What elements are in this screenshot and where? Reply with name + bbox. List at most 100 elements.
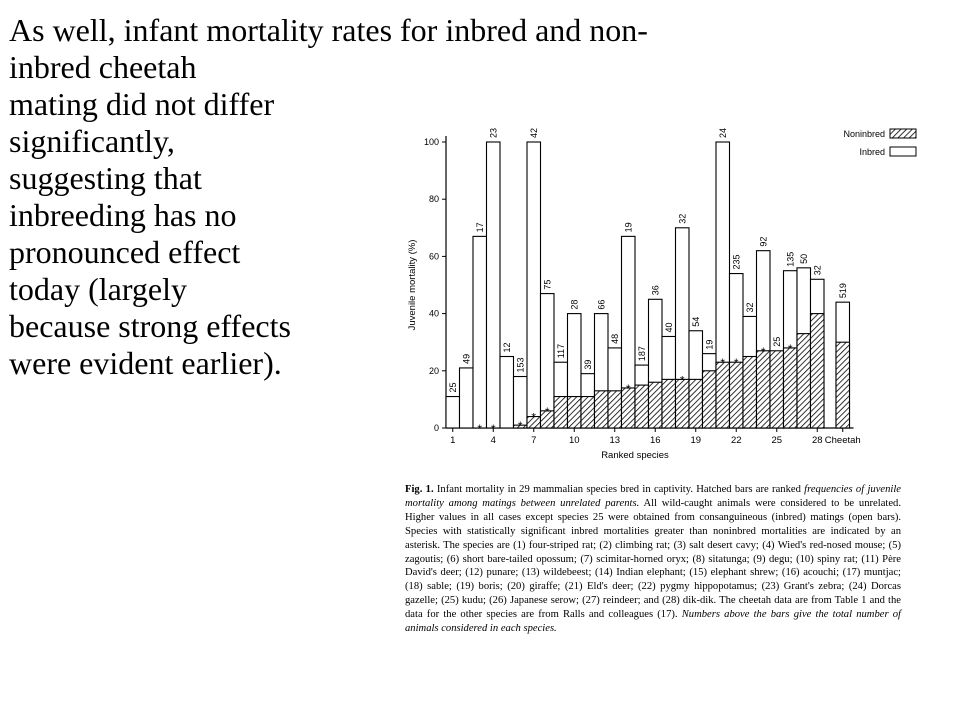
sample-size-label: 17 — [475, 222, 485, 232]
noninbred-bar — [661, 378, 677, 429]
x-axis-title: Ranked species — [601, 450, 669, 461]
caption-heading: Fig. 1. — [405, 484, 434, 495]
noninbred-bar — [715, 361, 731, 429]
significance-asterisk: * — [734, 356, 739, 370]
x-tick-label: 7 — [531, 435, 536, 446]
inbred-bar — [445, 395, 461, 429]
significance-asterisk: * — [626, 382, 631, 396]
noninbred-bar — [769, 350, 785, 429]
sample-size-label: 32 — [677, 214, 687, 224]
sample-size-label: 36 — [650, 285, 660, 295]
sample-size-label: 19 — [704, 340, 714, 350]
significance-asterisk: * — [720, 356, 725, 370]
y-tick-label: 60 — [429, 251, 439, 261]
x-tick-label: 1 — [450, 435, 455, 446]
legend-label: Inbred — [859, 147, 885, 157]
y-tick-label: 100 — [424, 137, 439, 147]
y-axis-title: Juvenile mortality (%) — [407, 240, 418, 331]
noninbred-bar — [809, 313, 825, 429]
x-tick-label: 28 — [812, 435, 823, 446]
significance-asterisk: * — [788, 342, 793, 356]
sample-size-label: 19 — [623, 222, 633, 232]
noninbred-bar — [742, 355, 758, 429]
sample-size-label: 24 — [718, 128, 728, 138]
x-tick-label: 16 — [650, 435, 661, 446]
sample-size-label: 135 — [785, 252, 795, 267]
y-tick-label: 0 — [434, 423, 439, 433]
noninbred-bar — [566, 395, 582, 429]
caption-text: Infant mortality in 29 mammalian species… — [433, 484, 805, 495]
caption-italic-text: Numbers above the bars give the total nu… — [405, 609, 901, 635]
slide-text-line: As well, infant mortality rates for inbr… — [9, 12, 648, 48]
slide-text-line: mating did not differ — [9, 86, 275, 122]
x-tick-label: 19 — [690, 435, 701, 446]
noninbred-bar — [647, 381, 663, 429]
sample-size-label: 39 — [583, 360, 593, 370]
sample-size-label: 117 — [556, 344, 566, 358]
slide-text-line: inbreeding has no — [9, 197, 237, 233]
sample-size-label: 48 — [610, 334, 620, 344]
slide-text-line: suggesting that — [9, 160, 202, 196]
sample-size-label: 23 — [488, 128, 498, 138]
x-tick-label: 25 — [771, 435, 782, 446]
sample-size-label: 32 — [812, 265, 822, 275]
sample-size-label: 519 — [838, 283, 848, 298]
inbred-bar — [485, 141, 501, 429]
legend-label: Noninbred — [843, 129, 885, 139]
noninbred-bar — [835, 341, 851, 429]
sample-size-label: 32 — [745, 302, 755, 312]
noninbred-bar — [755, 350, 771, 429]
y-tick-label: 80 — [429, 194, 439, 204]
significance-asterisk: * — [545, 405, 550, 419]
caption-italic-text: frequencies of juvenile mortality among … — [405, 484, 901, 509]
sample-size-label: 54 — [691, 317, 701, 327]
x-tick-label: 22 — [731, 435, 742, 446]
noninbred-bar — [634, 384, 650, 429]
sample-size-label: 187 — [637, 346, 647, 361]
inbred-bar — [458, 367, 474, 429]
sample-size-label: 235 — [731, 255, 741, 270]
sample-size-label: 49 — [461, 354, 471, 364]
mortality-bar-chart: 0 20 40 60 80 100 Juvenile mortality (%) 1 4 7 10 1… — [407, 128, 917, 461]
sample-size-label: 28 — [569, 300, 579, 310]
noninbred-bar — [688, 378, 704, 429]
slide-text-line: pronounced effect — [9, 234, 241, 270]
x-tick-label: 10 — [569, 435, 580, 446]
slide-text-line: significantly, — [9, 123, 175, 159]
inbred-bar — [472, 235, 488, 429]
legend-open-swatch — [889, 146, 917, 157]
sample-size-label: 12 — [502, 342, 512, 352]
y-tick-label: 20 — [429, 366, 439, 376]
sample-size-label: 50 — [799, 254, 809, 264]
noninbred-bar — [593, 390, 609, 429]
noninbred-bar — [553, 395, 569, 429]
slide-text-block: As well, infant mortality rates for inbr… — [9, 12, 909, 382]
x-tick-label: 13 — [609, 435, 620, 446]
significance-asterisk: * — [518, 419, 523, 433]
sample-size-label: 40 — [664, 322, 674, 332]
x-tick-label: Cheetah — [825, 435, 861, 446]
sample-size-label: 66 — [596, 300, 606, 310]
slide-text-line: inbred cheetah — [9, 49, 197, 85]
inbred-bar — [499, 355, 515, 429]
sample-size-label: 25 — [448, 383, 458, 393]
noninbred-bar — [728, 361, 744, 429]
noninbred-bar — [796, 333, 812, 429]
x-tick-label: 4 — [491, 435, 496, 446]
y-tick-label: 40 — [429, 309, 439, 319]
slide-text-line: were evident earlier). — [9, 345, 282, 381]
slide-text-line: because strong effects — [9, 308, 291, 344]
sample-size-label: 42 — [529, 128, 539, 138]
sample-size-label: 75 — [542, 280, 552, 290]
caption-text: All wild-caught animals were considered … — [405, 497, 901, 621]
noninbred-bar — [782, 347, 798, 429]
sample-size-label: 92 — [758, 237, 768, 247]
sample-size-label: 153 — [515, 357, 525, 372]
significance-asterisk: * — [491, 422, 496, 436]
slide-text-line: today (largely — [9, 271, 188, 307]
chart-bars — [445, 141, 851, 429]
chart-legend: Noninbred Inbred — [843, 128, 917, 157]
noninbred-bar — [607, 390, 623, 429]
inbred-bar — [526, 141, 542, 429]
